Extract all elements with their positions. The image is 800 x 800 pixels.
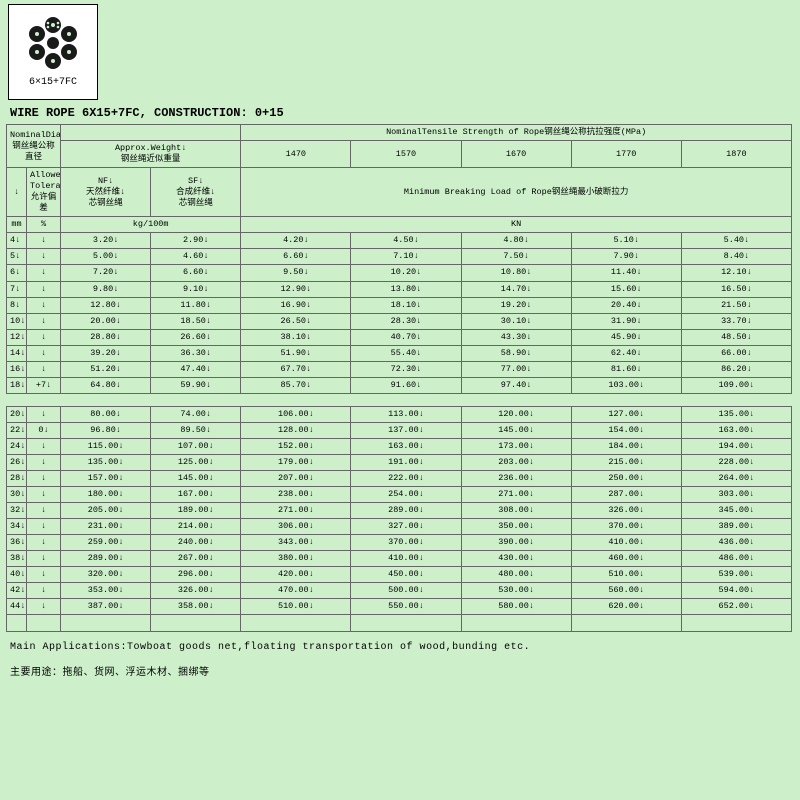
footer-cn: 主要用途：拖船、货网、浮运木材、捆绑等	[10, 663, 800, 679]
table-row: 7↓↓9.80↓9.10↓12.90↓13.80↓14.70↓15.60↓16.…	[7, 281, 792, 297]
table-row: 6↓↓7.20↓6.60↓9.50↓10.20↓10.80↓11.40↓12.1…	[7, 265, 792, 281]
table-row: 10↓↓20.00↓18.50↓26.50↓28.30↓30.10↓31.90↓…	[7, 313, 792, 329]
table-row: 16↓↓51.20↓47.40↓67.70↓72.30↓77.00↓81.60↓…	[7, 361, 792, 377]
hdr-nf: NF↓天然纤维↓芯钢丝绳	[61, 168, 151, 217]
table-row: 14↓↓39.20↓36.30↓51.90↓55.40↓58.90↓62.40↓…	[7, 345, 792, 361]
spec-table-2: 20↓↓80.00↓74.00↓106.00↓113.00↓120.00↓127…	[6, 406, 792, 633]
table-row: 32↓↓205.00↓189.00↓271.00↓289.00↓308.00↓3…	[7, 503, 792, 519]
table-row: 20↓↓80.00↓74.00↓106.00↓113.00↓120.00↓127…	[7, 406, 792, 422]
unit-kn: KN	[241, 217, 792, 233]
table-row: 42↓↓353.00↓326.00↓470.00↓500.00↓530.00↓5…	[7, 583, 792, 599]
table-row: 36↓↓259.00↓240.00↓343.00↓370.00↓390.00↓4…	[7, 535, 792, 551]
table-row: 4↓↓3.20↓2.90↓4.20↓4.50↓4.80↓5.10↓5.40↓	[7, 233, 792, 249]
hdr-1870: 1870	[681, 141, 791, 168]
table-row: 12↓↓28.80↓26.60↓38.10↓40.70↓43.30↓45.90↓…	[7, 329, 792, 345]
hdr-approx-weight: Approx.Weight↓钢丝绳近似重量	[61, 141, 241, 168]
table-row: 28↓↓157.00↓145.00↓207.00↓222.00↓236.00↓2…	[7, 471, 792, 487]
table-row: 22↓0↓96.80↓89.50↓128.00↓137.00↓145.00↓15…	[7, 422, 792, 438]
table-row: 8↓↓12.80↓11.80↓16.90↓18.10↓19.20↓20.40↓2…	[7, 297, 792, 313]
hdr-1670: 1670	[461, 141, 571, 168]
unit-mm: mm	[7, 217, 27, 233]
spec-table-1: NominalDiameter↓钢丝绳公称直径 NominalTensile S…	[6, 124, 792, 394]
table-row: 38↓↓289.00↓267.00↓380.00↓410.00↓430.00↓4…	[7, 551, 792, 567]
table-row: 26↓↓135.00↓125.00↓179.00↓191.00↓203.00↓2…	[7, 454, 792, 470]
table-row: 18↓+7↓64.80↓59.90↓85.70↓91.60↓97.40↓103.…	[7, 377, 792, 393]
product-image: 6×15+7FC	[8, 4, 98, 100]
hdr-1770: 1770	[571, 141, 681, 168]
hdr-tensile: NominalTensile Strength of Rope钢丝绳公称抗拉强度…	[241, 125, 792, 141]
page-title: WIRE ROPE 6X15+7FC, CONSTRUCTION: 0+15	[10, 106, 800, 120]
table-row: 44↓↓387.00↓358.00↓510.00↓550.00↓580.00↓6…	[7, 599, 792, 615]
footer-en: Main Applications:Towboat goods net,floa…	[10, 642, 800, 653]
table-row: 30↓↓180.00↓167.00↓238.00↓254.00↓271.00↓2…	[7, 487, 792, 503]
hdr-min-break: Minimum Breaking Load of Rope钢丝绳最小破断拉力	[241, 168, 792, 217]
table-row: 24↓↓115.00↓107.00↓152.00↓163.00↓173.00↓1…	[7, 438, 792, 454]
hdr-tolerance: Allowed↓Tolerance↓允许偏差	[27, 168, 61, 217]
hdr-1570: 1570	[351, 141, 461, 168]
hdr-1470: 1470	[241, 141, 351, 168]
table-row: 5↓↓5.00↓4.60↓6.60↓7.10↓7.50↓7.90↓8.40↓	[7, 249, 792, 265]
unit-pct: %	[27, 217, 61, 233]
hdr-nominal-diameter: NominalDiameter↓钢丝绳公称直径	[7, 125, 61, 168]
unit-kg: kg/100m	[61, 217, 241, 233]
table-row: 40↓↓320.00↓296.00↓420.00↓450.00↓480.00↓5…	[7, 567, 792, 583]
hdr-sf: SF↓合成纤维↓芯钢丝绳	[151, 168, 241, 217]
product-label: 6×15+7FC	[9, 77, 97, 88]
table-row: 34↓↓231.00↓214.00↓306.00↓327.00↓350.00↓3…	[7, 519, 792, 535]
